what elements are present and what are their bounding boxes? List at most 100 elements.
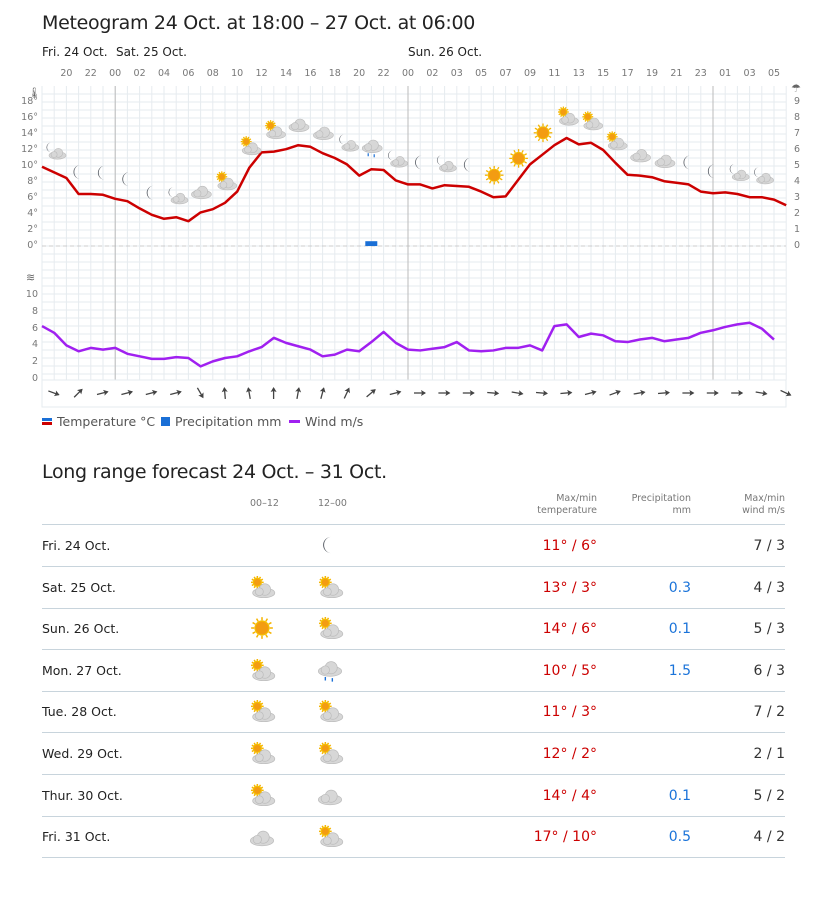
night-partly-icon: [729, 164, 750, 182]
partly-sunny-icon: [582, 111, 604, 131]
cloud-icon: [313, 126, 334, 140]
wind-arrow-icon: [633, 389, 646, 396]
wind-tick-label: 10: [25, 289, 38, 300]
row-wind: 4 / 3: [753, 579, 785, 596]
wind-arrow-icon: [780, 389, 792, 397]
sun-icon: [533, 123, 553, 143]
wind-arrow-icon: [145, 389, 158, 396]
legend-label: Wind m/s: [305, 414, 364, 429]
hour-tick-label: 15: [597, 68, 610, 79]
max-temp: 10°: [542, 662, 568, 679]
partly-sunny-icon: [606, 131, 628, 151]
wind-icon: ≋: [26, 271, 35, 284]
wind-arrow-icon: [584, 389, 597, 396]
max-wind: 7: [753, 538, 763, 554]
row-wind: 7 / 3: [753, 538, 785, 554]
row-temperature: 11° / 6°: [542, 538, 597, 554]
hour-tick-label: 18: [328, 68, 341, 79]
wind-arrow-icon: [96, 389, 109, 396]
row-wind: 7 / 2: [753, 704, 785, 721]
hour-tick-label: 12: [255, 68, 268, 79]
row-date: Sun. 26 Oct.: [42, 621, 120, 637]
hour-tick-label: 00: [401, 68, 415, 79]
partly-sunny-icon: [248, 697, 276, 725]
max-wind: 5: [753, 787, 763, 804]
partly-sunny-icon: [216, 171, 238, 191]
legend-temperature: Temperature °C: [42, 414, 155, 429]
row-date: Thur. 30 Oct.: [42, 787, 123, 803]
wind-arrow-icon: [511, 390, 524, 397]
wind-arrow-icon: [389, 389, 402, 396]
cloud-icon: [654, 154, 676, 168]
cloud-icon: [191, 185, 212, 200]
legend-label: Precipitation mm: [175, 414, 282, 429]
max-temp: 13°: [542, 579, 568, 596]
min-wind: 2: [776, 829, 785, 846]
wind-arrow-icon: [196, 387, 204, 399]
temp-tick-label: 0°: [27, 240, 38, 251]
precip-tick-label: 6: [793, 144, 800, 155]
row-date: Wed. 29 Oct.: [42, 746, 123, 761]
row-date: Mon. 27 Oct.: [42, 662, 122, 678]
wind-arrow-icon: [755, 390, 768, 397]
max-temp: 11°: [542, 538, 568, 554]
hour-tick-label: 02: [426, 68, 439, 79]
wind-arrow-icon: [657, 389, 670, 396]
wind-arrow-icon: [319, 387, 326, 399]
partly-sunny-icon: [557, 106, 579, 126]
sun-icon: [509, 149, 528, 168]
header-temperature: Max/min temperature: [537, 493, 597, 517]
partly-sunny-icon: [316, 614, 344, 642]
wind-tick-label: 0: [31, 373, 38, 384]
hour-tick-label: 19: [645, 68, 659, 79]
table-row: Sun. 26 Oct. 14° / 6° 0.1 5 / 3: [42, 608, 785, 651]
table-divider: [42, 524, 785, 525]
wind-arrow-icon: [560, 389, 573, 396]
header-text: Precipitation: [631, 493, 691, 504]
hour-tick-label: 13: [572, 68, 585, 79]
min-wind: 2: [776, 704, 785, 721]
night-partly-icon: [754, 167, 774, 185]
precip-tick-label: 3: [793, 192, 800, 203]
night-partly-icon: [46, 142, 67, 160]
min-temp: 6°: [581, 621, 597, 638]
row-temperature: 17° / 10°: [533, 829, 597, 846]
cloud-icon: [630, 149, 651, 163]
hour-tick-label: 17: [621, 68, 634, 79]
hour-tick-label: 16: [304, 68, 317, 79]
table-row: Sat. 25 Oct. 13° / 3° 0.3 4 / 3: [42, 567, 785, 609]
precipitation-swatch: [161, 417, 170, 426]
row-precipitation: 0.3: [668, 579, 691, 596]
temp-tick-label: 6°: [27, 192, 38, 203]
header-text: mm: [672, 505, 691, 516]
wind-swatch: [289, 420, 300, 423]
precip-tick-label: 9: [793, 96, 800, 107]
max-wind: 7: [753, 704, 763, 721]
sun-icon: [484, 165, 504, 185]
wind-tick-label: 2: [31, 356, 38, 368]
rain-icon: [361, 139, 383, 158]
partly-sunny-icon: [316, 573, 344, 601]
row-wind: 6 / 3: [753, 662, 785, 679]
row-precipitation: 0.1: [668, 787, 691, 804]
night-partly-icon: [436, 155, 457, 173]
night-partly-icon: [168, 187, 189, 205]
temperature-swatch: [42, 418, 52, 425]
night-partly-icon: [339, 134, 360, 152]
hour-tick-label: 14: [279, 68, 293, 79]
row-temperature: 12° / 2°: [542, 746, 597, 762]
wind-arrow-icon: [221, 387, 228, 400]
max-wind: 4: [753, 829, 763, 846]
hour-tick-label: 21: [670, 68, 683, 79]
legend-label: Temperature °C: [57, 414, 156, 429]
hour-tick-label: 05: [475, 68, 488, 79]
hour-tick-label: 22: [377, 68, 390, 79]
row-date: Tue. 28 Oct.: [42, 704, 117, 720]
moon-icon: [73, 165, 81, 179]
wind-arrow-icon: [438, 390, 451, 396]
max-temp: 17°: [533, 829, 559, 846]
temp-tick-label: 18°: [21, 96, 38, 107]
partly-sunny-icon: [248, 739, 276, 767]
cloud-icon: [288, 118, 310, 132]
min-wind: 3: [776, 621, 785, 638]
